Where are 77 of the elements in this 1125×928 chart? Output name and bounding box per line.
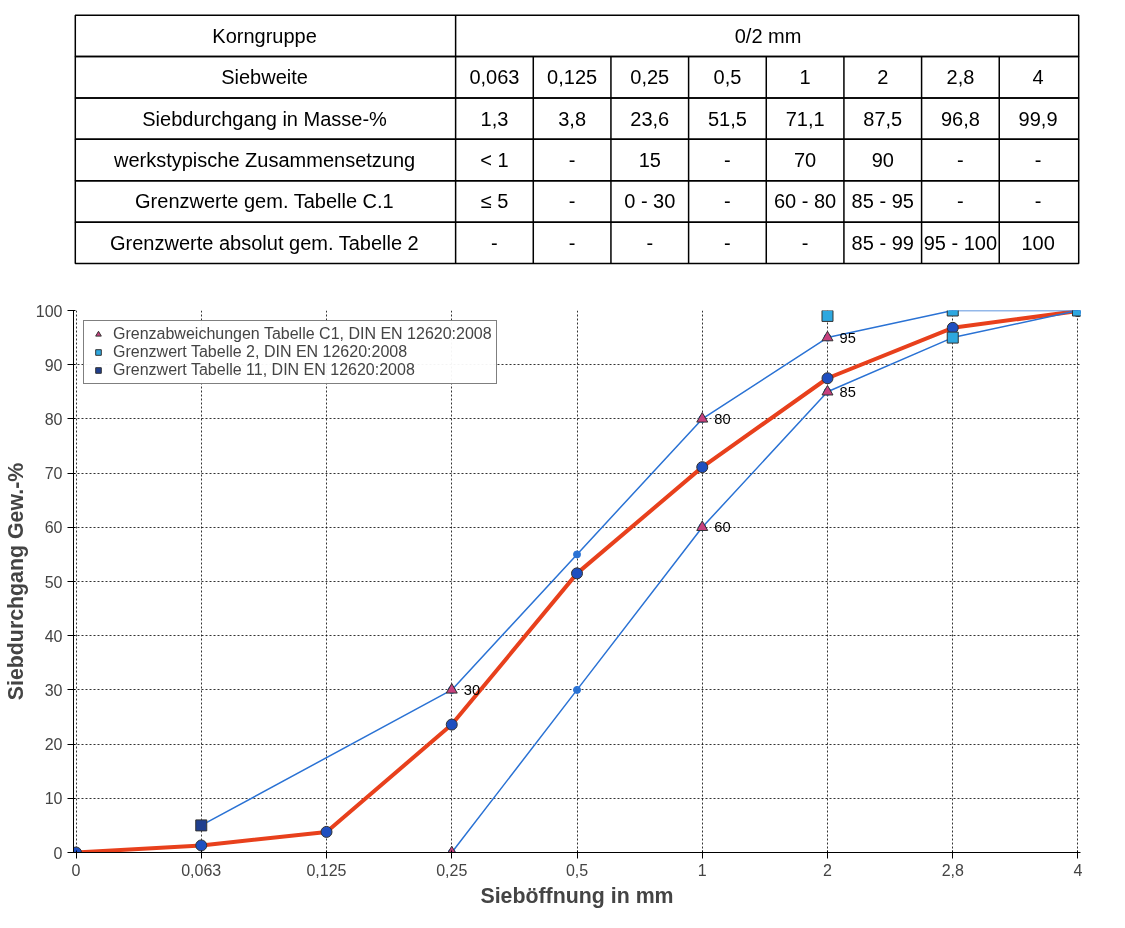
- text: 96,8: [940, 107, 980, 130]
- text: Grenzwerte gem. Tabelle C.1: [135, 190, 394, 213]
- text: -: [491, 231, 498, 254]
- text: 15: [638, 149, 661, 172]
- y-tick-label: 90: [44, 356, 63, 374]
- text: -: [801, 231, 809, 254]
- text: -: [957, 190, 964, 213]
- data-label: 80: [714, 410, 731, 427]
- category-label: 4: [1032, 66, 1044, 89]
- y-axis-title: Siebdurchgang Gew.-%: [3, 462, 28, 701]
- legend-label: Grenzabweichungen Tabelle C1, DIN EN 12620:2008: [113, 325, 492, 343]
- y-tick-label: 80: [44, 410, 63, 428]
- text: 99,9: [1018, 107, 1058, 130]
- text: Korngruppe: [212, 24, 317, 47]
- text: -: [568, 149, 576, 172]
- text: -: [1034, 149, 1042, 172]
- y-tick-label: 0: [53, 844, 63, 862]
- x-tick-label: 0,063: [181, 861, 222, 879]
- text: 3,8: [558, 107, 587, 130]
- text: -: [724, 231, 731, 254]
- y-tick-label: 100: [35, 302, 63, 320]
- text: werkstypische Zusammensetzung: [112, 149, 416, 172]
- text: -: [724, 190, 731, 213]
- text: 95 - 100: [923, 231, 998, 254]
- x-tick-label: 0,25: [436, 861, 468, 879]
- data-label: 95: [839, 329, 856, 346]
- y-tick-label: 40: [44, 627, 63, 645]
- x-tick-label: 0,5: [565, 861, 589, 879]
- y-tick-label: 20: [44, 736, 63, 754]
- text: 85 - 95: [851, 190, 914, 213]
- data-label: 60: [714, 519, 731, 536]
- y-tick-label: 70: [44, 465, 63, 483]
- text: 100: [1021, 231, 1055, 254]
- x-axis-title: Sieböffnung in mm: [480, 883, 674, 908]
- text: 60 - 80: [773, 190, 837, 213]
- text: Grenzwerte absolut gem. Tabelle 2: [110, 231, 419, 254]
- text: Siebdurchgang in Masse-%: [142, 107, 388, 130]
- text: 85 - 99: [851, 231, 914, 254]
- text: -: [568, 190, 576, 213]
- text: -: [1034, 190, 1042, 213]
- text: ≤ 5: [480, 190, 509, 213]
- text: 90: [871, 149, 894, 172]
- text: 70: [793, 149, 817, 172]
- text: 71,1: [785, 107, 825, 130]
- y-tick-label: 50: [44, 573, 63, 591]
- text: 0/2 mm: [734, 24, 802, 47]
- x-tick-label: 1: [697, 861, 707, 879]
- text: -: [957, 149, 964, 172]
- x-tick-label: 2,8: [941, 861, 964, 879]
- category-label: 2: [877, 66, 889, 89]
- category-label: 0,125: [547, 66, 598, 89]
- y-tick-label: 30: [44, 681, 63, 699]
- legend-label: Grenzwert Tabelle 11, DIN EN 12620:2008: [113, 361, 415, 379]
- text: -: [646, 231, 654, 254]
- text: < 1: [480, 149, 509, 172]
- text: 51,5: [707, 107, 747, 130]
- text: -: [724, 149, 731, 172]
- category-label: 0,25: [630, 66, 670, 89]
- y-tick-label: 60: [44, 519, 63, 537]
- category-label: 2,8: [946, 66, 975, 89]
- x-tick-label: 2: [823, 861, 833, 879]
- data-label: 30: [463, 681, 481, 698]
- text: 1,3: [480, 107, 509, 130]
- text: 87,5: [863, 107, 903, 130]
- legend-label: Grenzwert Tabelle 2, DIN EN 12620:2008: [113, 343, 408, 361]
- category-label: 1: [799, 66, 811, 89]
- text: Siebweite: [221, 66, 308, 89]
- y-tick-label: 10: [44, 790, 63, 808]
- x-tick-label: 4: [1073, 861, 1083, 879]
- text: -: [568, 231, 576, 254]
- data-label: 85: [839, 383, 856, 400]
- x-tick-label: 0,125: [306, 861, 347, 879]
- text: 23,6: [630, 107, 670, 130]
- x-tick-label: 0: [71, 861, 81, 879]
- category-label: 0,5: [713, 66, 742, 89]
- text: 0 - 30: [624, 190, 676, 213]
- category-label: 0,063: [469, 66, 520, 89]
